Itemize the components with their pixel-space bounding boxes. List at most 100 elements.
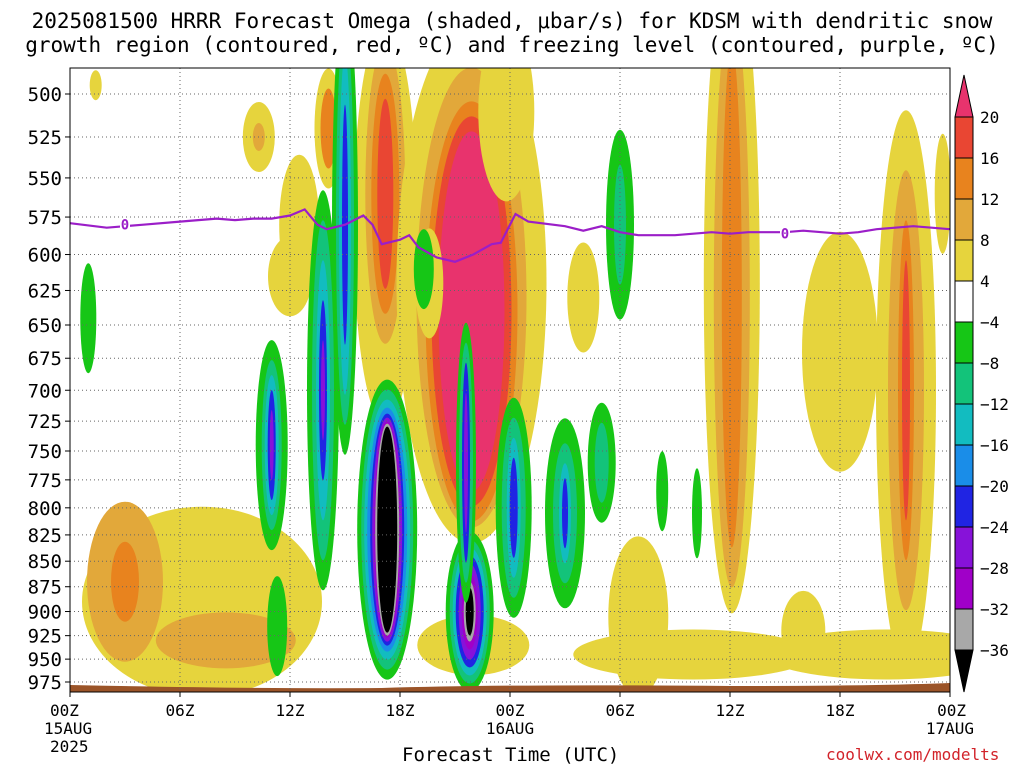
colorbar-tick-label: −32	[980, 600, 1009, 619]
colorbar-bin	[954, 362, 974, 405]
omega-negative-region	[562, 478, 568, 549]
omega-negative-region	[80, 263, 97, 374]
colorbar-tick-label: −12	[980, 395, 1009, 414]
freezing-level-label: 0	[121, 218, 129, 234]
y-tick-label: 650	[28, 315, 62, 337]
x-tick-date-label: 15AUG	[44, 719, 92, 738]
x-tick-label: 00Z	[937, 701, 966, 720]
colorbar-tick-label: −28	[980, 559, 1009, 578]
y-tick-label: 875	[28, 577, 62, 599]
colorbar-bin	[954, 157, 974, 200]
y-tick-label: 550	[28, 168, 62, 190]
colorbar-tick-label: 8	[980, 231, 990, 250]
colorbar-bin	[954, 280, 974, 323]
y-tick-label: 675	[28, 348, 62, 370]
omega-negative-region	[267, 576, 288, 677]
x-axis-label: Forecast Time (UTC)	[402, 744, 620, 766]
x-tick-date-label: 17AUG	[926, 719, 974, 738]
colorbar-tick-label: −24	[980, 518, 1009, 537]
y-tick-label: 750	[28, 441, 62, 463]
x-tick-label: 00Z	[496, 701, 525, 720]
x-tick-label: 12Z	[276, 701, 305, 720]
x-tick-label: 18Z	[826, 701, 855, 720]
y-tick-label: 825	[28, 525, 62, 547]
y-tick-label: 975	[28, 672, 62, 694]
y-tick-label: 600	[28, 245, 62, 267]
omega-negative-region	[269, 410, 274, 481]
x-tick-label: 18Z	[386, 701, 415, 720]
colorbar-bin	[954, 526, 974, 569]
colorbar-tick-label: −8	[980, 354, 999, 373]
chart-title-line-2: growth region (contoured, red, ºC) and f…	[25, 33, 999, 57]
y-tick-label: 925	[28, 626, 62, 648]
omega-positive-region	[721, 68, 742, 548]
surface-terrain	[70, 683, 950, 692]
colorbar-tick-label: −36	[980, 641, 1009, 660]
colorbar-bin	[954, 608, 974, 651]
y-tick-label: 500	[28, 84, 62, 106]
colorbar-tick-label: 12	[980, 190, 999, 209]
colorbar-bin	[954, 116, 974, 159]
x-tick-year-label: 2025	[50, 737, 89, 756]
credit-text: coolwx.com/modelts	[826, 745, 1000, 764]
omega-negative-region	[656, 451, 669, 532]
y-tick-label: 900	[28, 602, 62, 624]
omega-positive-region	[934, 133, 950, 254]
freezing-level: 00	[70, 208, 950, 263]
x-tick-label: 06Z	[606, 701, 635, 720]
y-axis: 500 525 550 575 600 625 650 675 700 725 750 775 800 8…	[28, 84, 70, 694]
colorbar-tick-label: −20	[980, 477, 1009, 496]
x-tick-date-label: 16AUG	[486, 719, 534, 738]
omega-negative-region	[594, 422, 609, 503]
y-tick-label: 950	[28, 649, 62, 671]
y-tick-label: 700	[28, 380, 62, 402]
omega-negative-region	[377, 426, 398, 633]
omega-negative-region	[464, 392, 468, 533]
freezing-level-line	[70, 208, 950, 263]
omega-negative-region	[509, 457, 518, 558]
colorbar-tick-label: 4	[980, 272, 990, 291]
colorbar-bin	[954, 567, 974, 610]
y-tick-label: 725	[28, 411, 62, 433]
omega-positive-region	[377, 98, 394, 289]
colorbar-bin	[954, 444, 974, 487]
freezing-level-label-bg	[120, 217, 130, 231]
omega-positive-region	[320, 88, 337, 169]
x-tick-label: 06Z	[166, 701, 195, 720]
y-tick-label: 625	[28, 280, 62, 302]
omega-negative-region	[413, 229, 434, 310]
omega-positive-region	[802, 231, 878, 472]
colorbar-bin	[954, 239, 974, 282]
omega-shading	[70, 68, 950, 692]
omega-positive-region	[111, 541, 139, 622]
freezing-level-label: 0	[781, 227, 789, 243]
colorbar-bin	[954, 485, 974, 528]
omega-positive-region	[438, 131, 505, 492]
colorbar-bin	[954, 321, 974, 364]
y-tick-label: 800	[28, 498, 62, 520]
chart-title-line-1: 2025081500 HRRR Forecast Omega (shaded, …	[31, 9, 993, 33]
omega-positive-region	[573, 629, 814, 680]
colorbar-tick-label: 16	[980, 149, 999, 168]
omega-positive-region	[765, 629, 950, 680]
colorbar-bin	[954, 403, 974, 446]
colorbar-tick-label: −4	[980, 313, 999, 332]
colorbar-tick-label: 20	[980, 108, 999, 127]
x-tick-label: 12Z	[716, 701, 745, 720]
omega-positive-region	[567, 242, 600, 353]
omega-positive-region	[155, 612, 296, 669]
omega-positive-region	[478, 68, 535, 202]
colorbar-tick-label: −16	[980, 436, 1009, 455]
grid-lines	[70, 68, 950, 692]
freezing-level-label-bg	[780, 226, 790, 240]
colorbar-top-arrow	[954, 74, 974, 118]
colorbar: 20 16 12 8 4 −4 −8 −12 −16 −20 −24 −28 −32 −36	[954, 74, 1009, 693]
colorbar-bottom-arrow	[954, 649, 974, 693]
x-tick-label: 00Z	[50, 701, 79, 720]
y-tick-label: 850	[28, 551, 62, 573]
omega-positive-region	[89, 70, 102, 101]
y-tick-label: 575	[28, 207, 62, 229]
y-tick-label: 775	[28, 470, 62, 492]
